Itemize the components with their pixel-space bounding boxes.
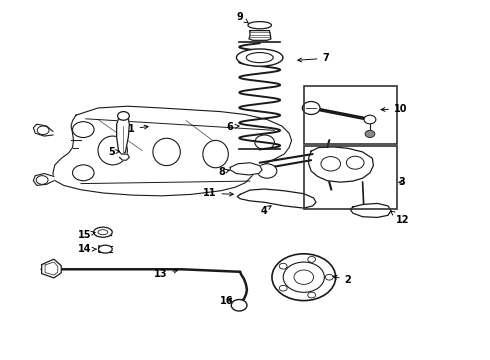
- Circle shape: [37, 126, 49, 135]
- Ellipse shape: [98, 230, 108, 235]
- Ellipse shape: [98, 245, 112, 253]
- Circle shape: [308, 292, 316, 298]
- Text: 5: 5: [108, 147, 120, 157]
- Ellipse shape: [153, 138, 180, 166]
- Polygon shape: [33, 174, 54, 185]
- Circle shape: [272, 254, 336, 301]
- Text: 14: 14: [77, 244, 97, 255]
- Text: 13: 13: [154, 269, 177, 279]
- Polygon shape: [237, 189, 316, 208]
- Polygon shape: [350, 203, 391, 217]
- Polygon shape: [230, 163, 262, 175]
- Circle shape: [346, 156, 364, 169]
- Circle shape: [118, 112, 129, 120]
- Polygon shape: [117, 117, 129, 155]
- Circle shape: [73, 165, 94, 181]
- Circle shape: [257, 164, 277, 178]
- Text: 9: 9: [237, 12, 248, 23]
- Text: 15: 15: [77, 230, 95, 240]
- Text: 1: 1: [128, 124, 148, 134]
- Ellipse shape: [246, 53, 273, 63]
- Circle shape: [231, 300, 247, 311]
- Circle shape: [279, 285, 287, 291]
- Text: 16: 16: [220, 296, 233, 306]
- Circle shape: [325, 274, 333, 280]
- Ellipse shape: [203, 140, 228, 168]
- Polygon shape: [53, 106, 292, 196]
- Text: 2: 2: [333, 275, 351, 285]
- Circle shape: [73, 122, 94, 138]
- Circle shape: [321, 157, 341, 171]
- Ellipse shape: [98, 136, 127, 165]
- Text: 11: 11: [203, 188, 233, 198]
- Circle shape: [365, 130, 375, 138]
- Circle shape: [302, 102, 320, 114]
- Bar: [304, 146, 397, 209]
- Text: 10: 10: [381, 104, 408, 114]
- Polygon shape: [249, 31, 271, 40]
- Circle shape: [283, 262, 324, 292]
- Polygon shape: [309, 147, 373, 182]
- Bar: [304, 86, 397, 144]
- Text: 4: 4: [260, 206, 271, 216]
- Circle shape: [255, 135, 274, 149]
- Circle shape: [294, 270, 314, 284]
- Text: 3: 3: [398, 177, 405, 187]
- Polygon shape: [42, 259, 61, 278]
- Text: 7: 7: [298, 53, 329, 63]
- Ellipse shape: [248, 22, 271, 29]
- Text: 6: 6: [226, 122, 239, 132]
- Ellipse shape: [94, 227, 112, 237]
- Text: 8: 8: [218, 167, 229, 177]
- Circle shape: [364, 115, 376, 124]
- Ellipse shape: [237, 49, 283, 66]
- Circle shape: [279, 263, 287, 269]
- Circle shape: [36, 176, 48, 184]
- Circle shape: [308, 257, 316, 262]
- Polygon shape: [33, 124, 53, 136]
- Text: 12: 12: [391, 211, 410, 225]
- Polygon shape: [120, 154, 129, 160]
